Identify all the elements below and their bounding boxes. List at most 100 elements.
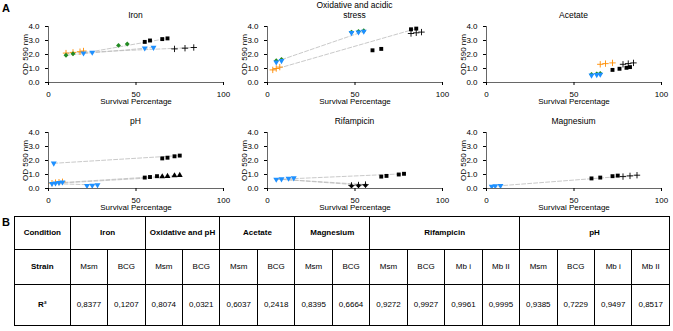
svg-text:Survival Percentage: Survival Percentage <box>319 203 391 212</box>
svg-text:4.0: 4.0 <box>28 22 40 31</box>
svg-text:4.0: 4.0 <box>247 22 259 31</box>
html-text:Strain: Strain <box>31 262 54 272</box>
svg-text:100: 100 <box>217 90 231 99</box>
svg-text:4.0: 4.0 <box>466 22 478 31</box>
html-text:BCG: BCG <box>342 262 360 272</box>
html-text:BCG: BCG <box>192 262 210 272</box>
svg-text:0: 0 <box>265 196 270 205</box>
svg-text:50: 50 <box>350 196 360 206</box>
html-text:Oxidative and acidic stress: Oxidative and acidic stress <box>316 0 393 20</box>
html-text:Mb i: Mb i <box>605 262 621 272</box>
html-text:Mb i: Mb i <box>455 262 471 272</box>
svg-text:0: 0 <box>265 90 270 99</box>
html-text:0,8395: 0,8395 <box>301 300 326 310</box>
svg-text:0: 0 <box>484 90 489 99</box>
html-text:0,6664: 0,6664 <box>338 300 364 310</box>
html-text:0,1207: 0,1207 <box>114 300 139 310</box>
svg-text:2.0: 2.0 <box>247 50 259 60</box>
html-text:0,8074: 0,8074 <box>151 300 176 310</box>
html-text:Acetate: Acetate <box>243 228 272 238</box>
svg-text:0.0: 0.0 <box>466 184 478 193</box>
svg-text:50: 50 <box>131 196 141 206</box>
svg-text:OD 590 nm: OD 590 nm <box>459 140 468 181</box>
svg-text:3.0: 3.0 <box>28 142 40 152</box>
html-text:Msm: Msm <box>379 262 398 272</box>
html-text:0,0321: 0,0321 <box>189 300 214 310</box>
html-text:BCG: BCG <box>417 262 435 272</box>
html-text:Iron: Iron <box>128 9 143 20</box>
svg-text:2.0: 2.0 <box>247 156 259 166</box>
svg-text:50: 50 <box>131 90 141 100</box>
svg-text:100: 100 <box>436 196 450 205</box>
html-text:0,9272: 0,9272 <box>376 300 401 310</box>
svg-text:3.0: 3.0 <box>28 36 40 46</box>
svg-text:OD 590 nm: OD 590 nm <box>240 34 249 75</box>
html-text:BCG: BCG <box>267 262 285 272</box>
html-text:Iron: Iron <box>100 228 116 238</box>
svg-text:0: 0 <box>484 196 489 205</box>
html-text:Mb II: Mb II <box>492 262 510 272</box>
svg-text:3.0: 3.0 <box>247 36 259 46</box>
svg-text:2.0: 2.0 <box>466 50 478 60</box>
svg-text:2.0: 2.0 <box>466 156 478 166</box>
svg-text:2.0: 2.0 <box>28 156 40 166</box>
svg-text:1.0: 1.0 <box>28 64 40 74</box>
html-text:Msm: Msm <box>529 262 547 272</box>
html-text:pH: pH <box>589 228 600 238</box>
svg-text:OD 590 nm: OD 590 nm <box>21 140 30 181</box>
svg-text:2.0: 2.0 <box>28 50 40 60</box>
svg-text:Survival Percentage: Survival Percentage <box>100 203 172 212</box>
svg-text:100: 100 <box>217 196 231 205</box>
svg-text:3.0: 3.0 <box>466 36 478 46</box>
html-text:Mb II: Mb II <box>641 262 660 272</box>
svg-text:0.0: 0.0 <box>28 184 40 193</box>
svg-text:3.0: 3.0 <box>466 142 478 152</box>
html-text:BCG: BCG <box>117 262 135 272</box>
svg-text:100: 100 <box>436 90 450 99</box>
svg-text:100: 100 <box>655 90 669 99</box>
html-text:BCG: BCG <box>567 262 585 272</box>
html-text:Acetate: Acetate <box>559 9 588 20</box>
svg-text:OD 590 nm: OD 590 nm <box>459 34 468 75</box>
svg-text:1.0: 1.0 <box>247 64 259 74</box>
html-text:Rifampicin: Rifampicin <box>424 228 466 238</box>
svg-text:50: 50 <box>569 90 579 100</box>
svg-text:0: 0 <box>46 90 51 99</box>
html-text:Magnesium: Magnesium <box>551 115 596 126</box>
svg-text:4.0: 4.0 <box>28 128 40 137</box>
html-text:pH: pH <box>130 115 141 126</box>
svg-text:3.0: 3.0 <box>247 142 259 152</box>
svg-text:Survival Percentage: Survival Percentage <box>538 97 610 106</box>
html-text:Magnesium: Magnesium <box>310 228 355 238</box>
svg-text:0: 0 <box>46 196 51 205</box>
html-text:0,6037: 0,6037 <box>226 300 251 310</box>
svg-text:0.0: 0.0 <box>466 78 478 87</box>
svg-text:4.0: 4.0 <box>466 128 478 137</box>
html-text:Oxidative and pH: Oxidative and pH <box>149 228 216 238</box>
svg-text:0.0: 0.0 <box>247 78 259 87</box>
html-text:Msm: Msm <box>80 262 98 272</box>
svg-text:100: 100 <box>655 196 669 205</box>
html-text:Msm: Msm <box>155 262 173 272</box>
svg-text:Survival Percentage: Survival Percentage <box>319 97 391 106</box>
svg-text:1.0: 1.0 <box>28 170 40 180</box>
html-text:Msm: Msm <box>230 262 248 272</box>
svg-text:Survival Percentage: Survival Percentage <box>100 97 172 106</box>
html-text:Rifampicin: Rifampicin <box>334 115 375 126</box>
svg-text:OD 590 nm: OD 590 nm <box>21 34 30 75</box>
html-text:0,2418: 0,2418 <box>263 300 289 310</box>
svg-text:50: 50 <box>350 90 360 100</box>
svg-text:1.0: 1.0 <box>466 64 478 74</box>
html-text:0,9927: 0,9927 <box>413 300 439 310</box>
svg-text:Survival Percentage: Survival Percentage <box>538 203 610 212</box>
svg-text:1.0: 1.0 <box>247 170 259 180</box>
svg-text:4.0: 4.0 <box>247 128 259 137</box>
svg-text:OD 590 nm: OD 590 nm <box>240 140 249 181</box>
svg-text:0.0: 0.0 <box>247 184 259 193</box>
svg-text:1.0: 1.0 <box>466 170 478 180</box>
html-text:Condition: Condition <box>23 228 61 238</box>
html-text:Msm: Msm <box>305 262 323 272</box>
svg-text:50: 50 <box>569 196 579 206</box>
svg-text:0.0: 0.0 <box>28 78 40 87</box>
html-text:0,8377: 0,8377 <box>76 300 102 310</box>
